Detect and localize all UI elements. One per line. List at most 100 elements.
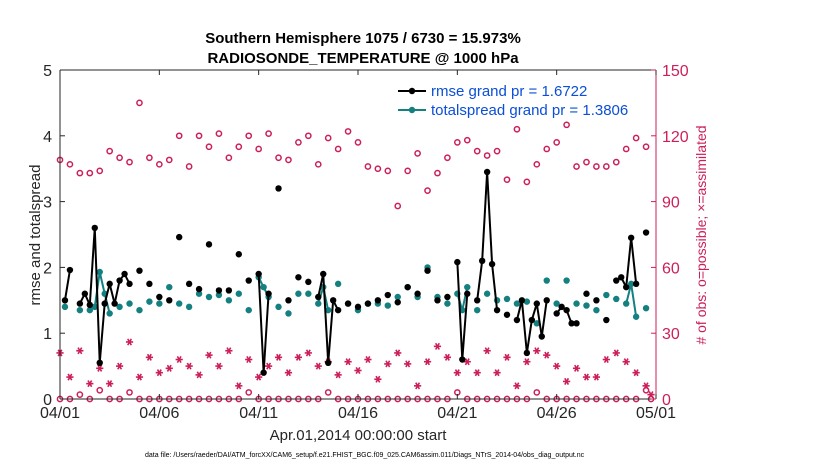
rmse-segment xyxy=(520,300,528,354)
rmse-point xyxy=(478,257,486,265)
obs-possible-marker xyxy=(195,132,203,140)
obs-assimilated-marker xyxy=(304,349,312,357)
rmse-point xyxy=(603,316,610,324)
y-tick-label: 4 xyxy=(43,129,52,146)
totalspread-point xyxy=(166,283,173,291)
rmse-point xyxy=(583,290,590,297)
obs-possible-marker xyxy=(593,163,600,170)
obs-possible-marker xyxy=(374,165,382,173)
rmse-point xyxy=(121,270,128,278)
obs-possible-marker xyxy=(473,147,481,155)
y2-axis-label: # of obs: o=possible; ×=assimilated xyxy=(693,125,709,344)
totalspread-point xyxy=(483,290,491,297)
obs-possible-marker xyxy=(414,149,421,157)
rmse-point xyxy=(101,300,108,307)
plot-area xyxy=(56,69,657,403)
totalspread-point xyxy=(613,295,620,303)
x-tick-label: 04/06 xyxy=(139,405,179,422)
rmse-point xyxy=(156,293,163,301)
obs-assimilated-marker xyxy=(384,360,392,368)
totalspread-point xyxy=(156,300,163,307)
y-tick-label: 3 xyxy=(43,195,52,212)
obs-possible-marker xyxy=(116,154,123,162)
obs-assimilated-marker xyxy=(165,364,173,372)
obs-possible-marker xyxy=(503,176,511,184)
asterisk-stroke xyxy=(405,360,411,368)
obs-assimilated-marker xyxy=(175,355,183,364)
asterisk-stroke xyxy=(395,349,401,357)
obs-possible-marker xyxy=(215,130,223,137)
asterisk-stroke xyxy=(117,362,123,370)
rmse-point xyxy=(523,349,531,357)
obs-possible-marker xyxy=(453,139,461,146)
totalspread-point xyxy=(61,303,69,311)
rmse-point xyxy=(404,283,411,291)
obs-assimilated-marker xyxy=(314,362,322,370)
legend-rmse-marker xyxy=(408,87,416,95)
y2-tick-label: 150 xyxy=(662,63,689,80)
obs-assimilated-marker xyxy=(463,358,471,366)
rmse-point xyxy=(176,233,183,241)
rmse-point xyxy=(96,359,103,367)
totalspread-point xyxy=(76,306,84,314)
rmse-segment xyxy=(322,273,330,363)
totalspread-point xyxy=(96,268,103,276)
totalspread-point xyxy=(215,291,223,299)
rmse-point xyxy=(553,310,560,317)
obs-assimilated-marker xyxy=(76,347,84,355)
asterisk-stroke xyxy=(136,373,142,381)
rmse-point xyxy=(434,297,441,304)
totalspread-point xyxy=(523,298,531,305)
asterisk-stroke xyxy=(127,338,133,346)
obs-assimilated-marker xyxy=(354,366,362,375)
obs-assimilated-marker xyxy=(334,371,342,379)
obs-possible-marker xyxy=(304,132,312,140)
chart-title: Southern Hemisphere 1075 / 6730 = 15.973… xyxy=(205,30,521,47)
obs-possible-marker xyxy=(612,158,620,166)
totalspread-point xyxy=(245,306,252,314)
asterisk-stroke xyxy=(633,369,639,377)
obs-assimilated-marker xyxy=(96,364,104,372)
rmse-segment xyxy=(461,293,469,360)
x-tick-label: 05/01 xyxy=(636,405,676,422)
x-tick-label: 04/11 xyxy=(239,405,278,422)
rmse-point xyxy=(384,291,391,299)
asterisk-stroke xyxy=(87,380,93,388)
rmse-point xyxy=(106,280,113,288)
asterisk-stroke xyxy=(524,358,530,366)
obs-assimilated-marker xyxy=(513,382,521,390)
rmse-point xyxy=(573,320,580,327)
rmse-point xyxy=(334,306,342,314)
asterisk-stroke xyxy=(564,377,570,385)
totalspread-point xyxy=(593,306,600,314)
rmse-segment xyxy=(262,293,270,373)
asterisk-stroke xyxy=(385,360,391,368)
obs-possible-marker xyxy=(86,169,94,177)
rmse-point xyxy=(613,277,620,284)
asterisk-stroke xyxy=(77,347,83,355)
obs-possible-marker xyxy=(205,143,213,151)
obs-possible-marker xyxy=(295,139,302,146)
obs-assimilated-marker xyxy=(433,342,442,350)
rmse-point xyxy=(528,316,536,324)
totalspread-point xyxy=(474,306,481,314)
obs-zero-marker xyxy=(245,389,253,396)
rmse-point xyxy=(111,300,118,307)
obs-possible-marker xyxy=(463,136,471,144)
obs-possible-marker xyxy=(622,145,630,153)
asterisk-stroke xyxy=(196,371,202,379)
rmse-point xyxy=(518,297,526,304)
asterisk-stroke xyxy=(425,358,431,366)
asterisk-stroke xyxy=(474,369,480,377)
rmse-segment xyxy=(535,303,543,337)
asterisk-stroke xyxy=(176,355,182,364)
totalspread-point xyxy=(627,280,635,288)
obs-possible-marker xyxy=(265,130,272,137)
y2-tick-label: 60 xyxy=(662,260,680,277)
totalspread-point xyxy=(205,293,213,301)
y2-tick-label: 0 xyxy=(662,392,671,409)
rmse-point xyxy=(305,278,312,286)
obs-assimilated-marker xyxy=(612,349,620,357)
rmse-point xyxy=(459,356,466,363)
obs-assimilated-marker xyxy=(563,377,571,385)
